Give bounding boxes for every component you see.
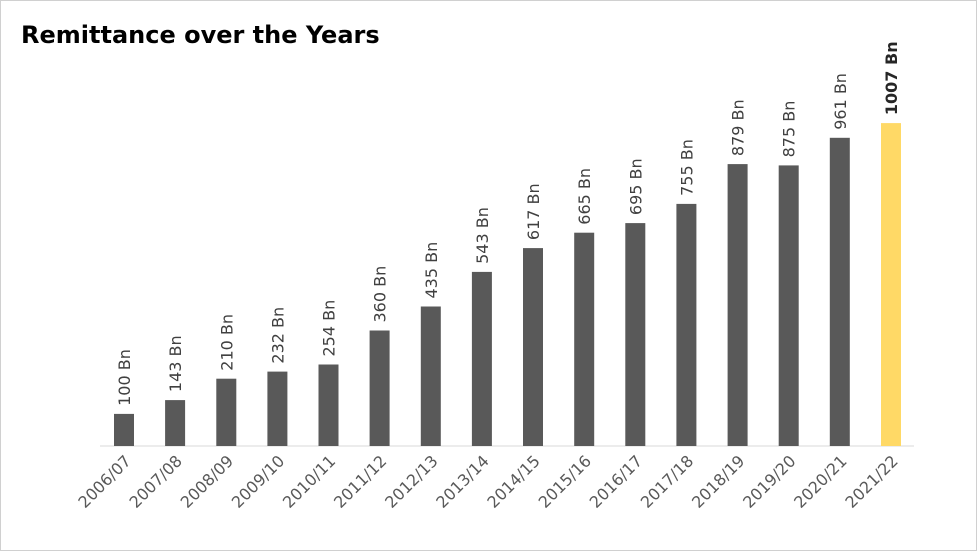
bar-2008/09	[216, 378, 237, 446]
category-label: 2020/21	[790, 451, 850, 511]
category-labels-group: 2006/072007/082008/092009/102010/112011/…	[74, 451, 901, 511]
category-label: 2006/07	[74, 451, 134, 511]
data-label: 1007 Bn	[882, 41, 901, 115]
category-label: 2015/16	[535, 451, 595, 511]
data-label: 360 Bn	[371, 266, 390, 323]
category-label: 2013/14	[432, 451, 492, 511]
data-label: 543 Bn	[473, 207, 492, 264]
data-label: 617 Bn	[524, 183, 543, 240]
category-label: 2007/08	[125, 451, 185, 511]
bar-2014/15	[523, 248, 543, 446]
data-label: 879 Bn	[729, 99, 748, 156]
bar-2019/20	[778, 165, 799, 446]
data-label: 695 Bn	[626, 158, 645, 215]
category-label: 2021/22	[841, 451, 901, 511]
category-label: 2016/17	[586, 451, 646, 511]
data-label: 210 Bn	[217, 314, 236, 371]
bar-2007/08	[165, 400, 186, 446]
data-label: 875 Bn	[780, 101, 799, 158]
data-labels-group: 100 Bn 143 Bn 210 Bn 232 Bn 254 Bn 360 Bn 435 …	[115, 41, 901, 405]
category-label: 2014/15	[483, 451, 543, 511]
data-label: 100 Bn	[115, 349, 134, 406]
category-label: 2011/12	[330, 451, 390, 511]
bar-2012/13	[420, 306, 441, 446]
data-label: 755 Bn	[677, 139, 696, 196]
bar-2016/17	[625, 223, 646, 446]
bar-2010/11	[318, 364, 339, 446]
category-label: 2012/13	[381, 451, 441, 511]
data-label: 143 Bn	[166, 335, 185, 392]
category-label: 2019/20	[739, 451, 799, 511]
bar-2011/12	[369, 330, 390, 446]
category-label: 2010/11	[279, 451, 339, 511]
data-label: 435 Bn	[422, 242, 441, 299]
bar-2013/14	[471, 271, 492, 446]
bar-2009/10	[267, 371, 288, 446]
data-label: 665 Bn	[575, 168, 594, 225]
bar-2006/07	[114, 413, 134, 446]
bar-2018/19	[727, 164, 748, 446]
bar-2021/22	[881, 123, 901, 446]
category-label: 2017/18	[637, 451, 697, 511]
bars-group	[114, 123, 901, 447]
chart-title: Remittance over the Years	[21, 21, 380, 49]
category-label: 2008/09	[177, 451, 237, 511]
bar-2020/21	[829, 137, 850, 447]
data-label: 232 Bn	[268, 307, 287, 364]
data-label: 254 Bn	[320, 300, 339, 357]
data-label: 961 Bn	[831, 73, 850, 130]
bar-2017/18	[676, 203, 697, 446]
category-label: 2018/19	[688, 451, 748, 511]
category-label: 2009/10	[228, 451, 288, 511]
bar-2015/16	[574, 232, 595, 446]
